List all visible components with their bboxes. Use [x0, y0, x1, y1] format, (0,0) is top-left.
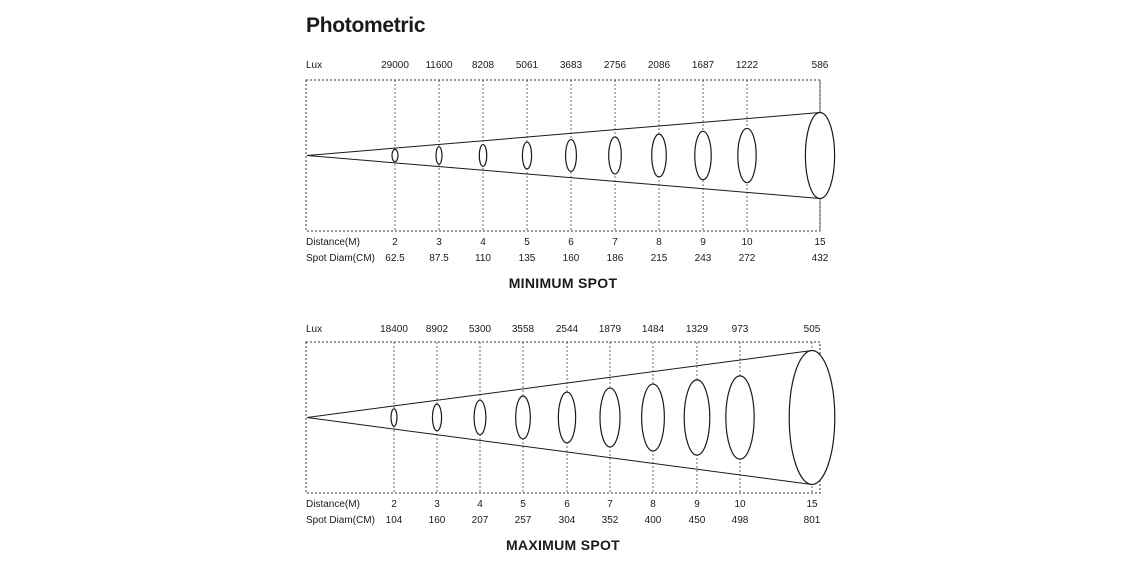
distance-value: 4	[480, 237, 486, 248]
lux-value: 1222	[736, 60, 759, 71]
spot-ellipse	[478, 143, 488, 168]
spot-diameter-value: 87.5	[429, 253, 449, 264]
spot-diameter-value: 135	[519, 253, 536, 264]
lux-value: 1329	[686, 324, 709, 335]
lux-value: 1484	[642, 324, 665, 335]
spot-diameter-value: 104	[386, 515, 403, 526]
spot-diameter-value: 110	[475, 253, 491, 264]
distance-value: 6	[568, 237, 574, 248]
spot-ellipse	[683, 379, 711, 456]
spot-ellipse	[521, 141, 533, 170]
page-title: Photometric	[306, 14, 426, 37]
lux-value: 2544	[556, 324, 579, 335]
lux-row-label: Lux	[306, 324, 322, 335]
spot-ellipse	[641, 383, 665, 452]
spot-ellipse	[435, 146, 443, 165]
lux-value: 1687	[692, 60, 715, 71]
spot-ellipse	[788, 349, 836, 486]
beam-edge-upper	[306, 350, 813, 418]
lux-value: 18400	[380, 324, 408, 335]
distance-row-label: Distance(M)	[306, 237, 360, 248]
spot-ellipse	[564, 138, 578, 173]
lux-value: 3683	[560, 60, 583, 71]
distance-value: 3	[434, 499, 440, 510]
spot-diameter-value: 215	[651, 253, 668, 264]
beam-edge-lower	[306, 155, 821, 199]
lux-row-label: Lux	[306, 60, 322, 71]
spot-diameter-value: 207	[472, 515, 489, 526]
lux-value: 973	[732, 324, 749, 335]
spot-diameter-value: 160	[563, 253, 580, 264]
lux-value: 11600	[425, 60, 453, 71]
spot-diameter-value: 801	[804, 515, 821, 526]
spot-ellipse	[515, 395, 531, 440]
spot-diameter-value: 62.5	[385, 253, 405, 264]
distance-row-label: Distance(M)	[306, 499, 360, 510]
panel-caption: MAXIMUM SPOT	[506, 537, 620, 553]
distance-value: 3	[436, 237, 442, 248]
spot-ellipse	[599, 387, 621, 448]
lux-value: 8208	[472, 60, 495, 71]
distance-value: 5	[524, 237, 530, 248]
lux-value: 505	[804, 324, 821, 335]
spot-ellipse	[390, 408, 398, 427]
distance-value: 2	[391, 499, 397, 510]
spot-diameter-value: 352	[602, 515, 619, 526]
spot-diameter-value: 432	[812, 253, 829, 264]
lux-value: 29000	[381, 60, 409, 71]
distance-value: 8	[656, 237, 662, 248]
distance-value: 2	[392, 237, 398, 248]
spot-diameter-value: 498	[732, 515, 749, 526]
spot-ellipse	[804, 111, 836, 200]
spot-ellipse	[651, 133, 667, 178]
distance-value: 15	[814, 237, 826, 248]
maximum-spot-panel: Lux Distance(M) Spot Diam(CM) 18400 8902 5300…	[305, 324, 836, 553]
spot-ellipse	[431, 403, 443, 432]
distance-value: 9	[694, 499, 700, 510]
spot-diameter-value: 450	[689, 515, 706, 526]
spot-diameter-value: 272	[739, 253, 756, 264]
spot-diameter-row-label: Spot Diam(CM)	[306, 253, 375, 264]
distance-value: 15	[806, 499, 818, 510]
panel-caption: MINIMUM SPOT	[509, 275, 618, 291]
distance-value: 5	[520, 499, 526, 510]
lux-value: 3558	[512, 324, 535, 335]
lux-value: 2756	[604, 60, 627, 71]
lux-value: 5300	[469, 324, 492, 335]
spot-diameter-value: 160	[429, 515, 446, 526]
lux-value: 2086	[648, 60, 671, 71]
spot-ellipse	[608, 136, 622, 175]
lux-value: 586	[812, 60, 829, 71]
spot-ellipse	[725, 375, 755, 460]
beam-edge-lower	[306, 417, 813, 485]
distance-value: 10	[734, 499, 746, 510]
distance-value: 10	[741, 237, 753, 248]
distance-value: 6	[564, 499, 570, 510]
distance-value: 4	[477, 499, 483, 510]
spot-diameter-value: 243	[695, 253, 712, 264]
spot-ellipse	[557, 391, 577, 444]
beam-edge-upper	[306, 112, 821, 156]
spot-ellipse	[737, 127, 757, 184]
lux-value: 5061	[516, 60, 539, 71]
spot-diameter-value: 257	[515, 515, 532, 526]
spot-ellipse	[391, 148, 399, 163]
spot-diameter-value: 304	[559, 515, 576, 526]
spot-ellipse	[473, 399, 487, 436]
spot-diameter-value: 400	[645, 515, 662, 526]
distance-value: 7	[607, 499, 613, 510]
spot-diameter-row-label: Spot Diam(CM)	[306, 515, 375, 526]
distance-value: 8	[650, 499, 656, 510]
distance-value: 9	[700, 237, 706, 248]
spot-diameter-value: 186	[607, 253, 624, 264]
lux-value: 1879	[599, 324, 622, 335]
distance-value: 7	[612, 237, 618, 248]
lux-value: 8902	[426, 324, 449, 335]
spot-ellipse	[694, 130, 712, 181]
